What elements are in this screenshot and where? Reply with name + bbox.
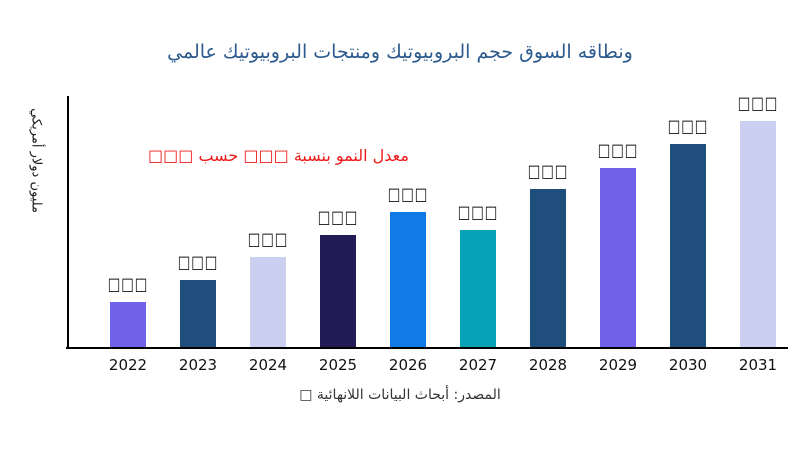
bar-2030 [670,144,706,347]
bar-2025 [320,235,356,347]
bar-value-label-2026: □□□ [387,185,429,205]
y-axis-line [67,96,69,349]
x-tick-2031: 2031 [738,356,778,374]
bar-value-label-2024: □□□ [247,230,289,250]
source-note: المصدر: أبحاث البيانات اللانهائية □ [299,387,501,403]
bar-2028 [530,189,566,347]
bar-2023 [180,280,216,347]
bar-value-label-2030: □□□ [667,117,709,137]
bar-value-label-2029: □□□ [597,141,639,161]
bar-2031 [740,121,776,347]
bar-value-label-2031: □□□ [737,94,779,114]
bar-value-label-2023: □□□ [177,253,219,273]
bar-value-label-2027: □□□ [457,203,499,223]
bar-value-label-2022: □□□ [107,275,149,295]
bar-2029 [600,168,636,347]
x-tick-2028: 2028 [528,356,568,374]
x-tick-2023: 2023 [178,356,218,374]
bar-2024 [250,257,286,347]
bar-value-label-2028: □□□ [527,162,569,182]
x-tick-2025: 2025 [318,356,358,374]
x-tick-2029: 2029 [598,356,638,374]
growth-rate-annotation: معدل النمو بنسبة □□□ حسب □□□ [148,146,409,165]
x-tick-2030: 2030 [668,356,708,374]
bar-value-label-2025: □□□ [317,208,359,228]
bar-2022 [110,302,146,347]
x-tick-2027: 2027 [458,356,498,374]
x-tick-2026: 2026 [388,356,428,374]
x-tick-2022: 2022 [108,356,148,374]
x-tick-2024: 2024 [248,356,288,374]
chart-title: ونطاقه السوق حجم البروبيوتيك ومنتجات الب… [167,41,633,63]
bar-2027 [460,230,496,347]
bar-2026 [390,212,426,347]
x-axis-line [66,347,788,349]
